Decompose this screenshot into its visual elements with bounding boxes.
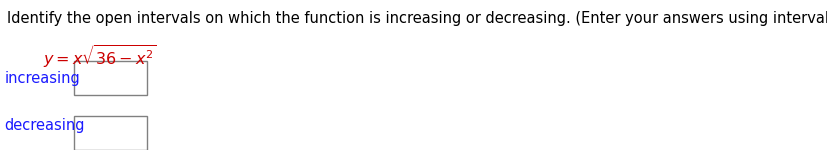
- Text: increasing: increasing: [4, 71, 80, 86]
- Text: decreasing: decreasing: [4, 118, 84, 133]
- FancyBboxPatch shape: [74, 116, 147, 150]
- Text: $y = x\sqrt{36 - x^2}$: $y = x\sqrt{36 - x^2}$: [44, 43, 157, 70]
- FancyBboxPatch shape: [74, 61, 147, 95]
- Text: Identify the open intervals on which the function is increasing or decreasing. (: Identify the open intervals on which the…: [7, 11, 827, 26]
